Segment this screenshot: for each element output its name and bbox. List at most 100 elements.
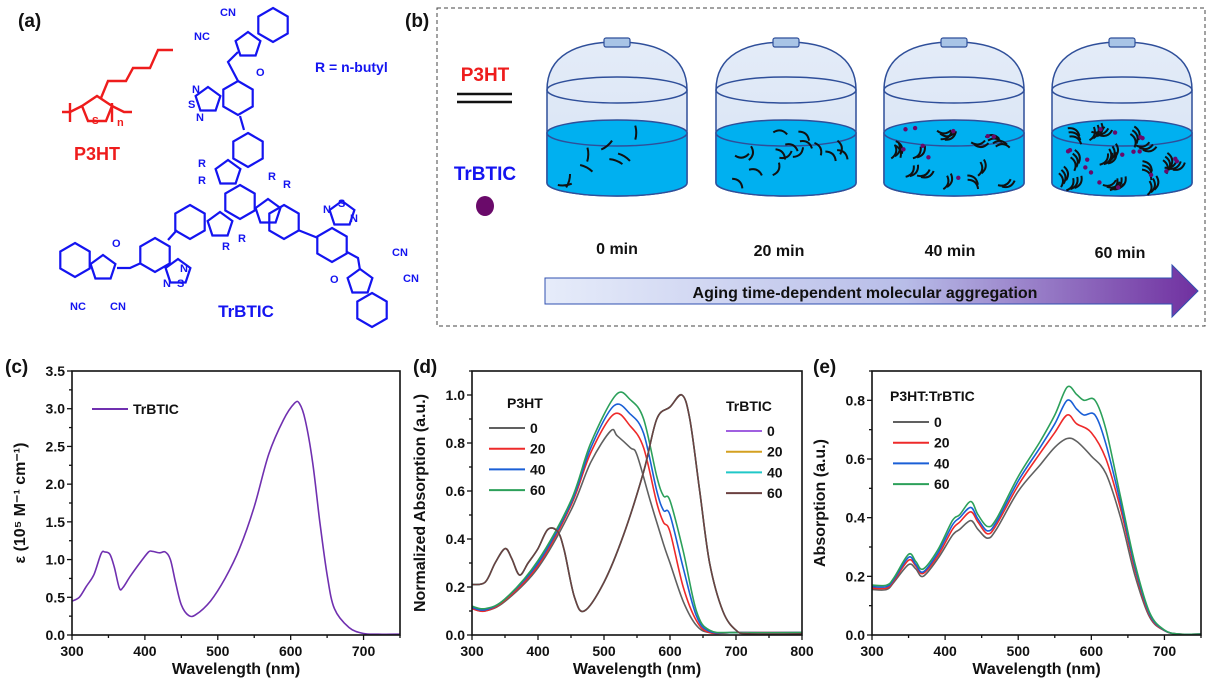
x-tick-label: 700 bbox=[352, 643, 376, 659]
svg-text:R: R bbox=[222, 241, 230, 253]
legend-title: P3HT:TrBTIC bbox=[890, 388, 975, 404]
x-axis-label: Wavelength (nm) bbox=[972, 661, 1100, 678]
legend-trbtic-40-label: 40 bbox=[767, 464, 783, 480]
x-tick-label: 700 bbox=[724, 643, 748, 659]
trbtic-molecule bbox=[903, 127, 908, 132]
p3ht-chain bbox=[987, 137, 1003, 143]
svg-text:CN: CN bbox=[110, 301, 126, 313]
p3ht-chain bbox=[798, 130, 811, 141]
legend-60-label: 60 bbox=[934, 476, 950, 492]
y-tick-label: 2.0 bbox=[46, 476, 66, 492]
trbtic-molecule bbox=[956, 175, 961, 181]
p3ht-chain bbox=[586, 147, 590, 162]
p3ht-chain bbox=[1067, 127, 1081, 137]
series-line-TrBTIC bbox=[71, 400, 401, 636]
vial-0 bbox=[546, 37, 688, 197]
p3ht-chain bbox=[1060, 169, 1067, 185]
trbtic-molecule bbox=[1120, 152, 1125, 157]
x-axis-label: Wavelength (nm) bbox=[573, 661, 701, 678]
x-tick-label: 400 bbox=[933, 643, 957, 659]
trbtic-molecule bbox=[1088, 170, 1094, 175]
y-tick-label: 0.4 bbox=[446, 531, 466, 547]
p3ht-chain bbox=[1065, 177, 1075, 192]
x-tick-label: 600 bbox=[279, 643, 303, 659]
p3ht-chain bbox=[1142, 160, 1153, 172]
series-line-40 bbox=[871, 399, 1202, 636]
p3ht-chain bbox=[1069, 135, 1083, 145]
p3ht-chain bbox=[565, 173, 572, 188]
plot-frame bbox=[871, 370, 1202, 636]
trbtic-molecule bbox=[1115, 185, 1121, 190]
p3ht-chain bbox=[942, 175, 950, 190]
trbtic-molecule bbox=[1085, 157, 1090, 162]
svg-text:R: R bbox=[283, 179, 291, 191]
trbtic-molecule bbox=[991, 134, 997, 139]
y-tick-label: 0.0 bbox=[46, 627, 66, 643]
time-label-60: 60 min bbox=[1095, 245, 1146, 262]
vial-1 bbox=[715, 37, 857, 197]
y-tick-label: 0.6 bbox=[446, 483, 466, 499]
y-tick-label: 2.5 bbox=[46, 438, 66, 454]
trbtic-molecule bbox=[1140, 135, 1145, 141]
p3ht-chain bbox=[1146, 180, 1153, 196]
legend-40-label: 40 bbox=[934, 455, 950, 471]
p3ht-chain bbox=[814, 141, 823, 156]
y-tick-label: 0.2 bbox=[846, 568, 866, 584]
legend-trbtic-label: TrBTIC bbox=[454, 164, 517, 185]
p3ht-chain bbox=[748, 168, 763, 176]
vial-cap bbox=[772, 37, 800, 48]
p3ht-chain bbox=[939, 132, 955, 138]
svg-text:S: S bbox=[188, 99, 195, 111]
svg-text:S: S bbox=[177, 278, 184, 290]
x-axis-label: Wavelength (nm) bbox=[172, 661, 300, 678]
p3ht-chain bbox=[1072, 152, 1079, 168]
aging-arrow-text: Aging time-dependent molecular aggregati… bbox=[693, 285, 1038, 302]
p3ht-chain bbox=[775, 148, 787, 160]
panel-b: (b) P3HT TrBTIC 0 min 20 min 40 min 60 m… bbox=[405, 7, 1206, 327]
svg-text:CN: CN bbox=[392, 247, 408, 259]
svg-text:O: O bbox=[256, 67, 265, 79]
series-line-p3ht-0 bbox=[471, 428, 802, 634]
p3ht-chain bbox=[1068, 131, 1082, 141]
panel-d-label: (d) bbox=[413, 357, 437, 378]
svg-text:CN: CN bbox=[220, 7, 236, 19]
panel-b-frame bbox=[436, 7, 1206, 327]
p3ht-chain bbox=[1099, 153, 1110, 166]
p3ht-chain bbox=[836, 139, 843, 155]
chart-c: 300 400 500 600 700 0.0 0.5 1.0 1.5 2.0 2.5 3.0 3.5 W… bbox=[12, 363, 401, 678]
p3ht-chain bbox=[1131, 129, 1139, 145]
p3ht-chain bbox=[779, 150, 793, 160]
x-tick-label: 700 bbox=[1153, 643, 1177, 659]
p3ht-chain bbox=[912, 146, 922, 160]
panel-b-label: (b) bbox=[405, 11, 429, 32]
solution bbox=[1051, 132, 1193, 197]
svg-text:CN: CN bbox=[403, 273, 419, 285]
p3ht-chain bbox=[909, 164, 920, 178]
p3ht-chain bbox=[579, 164, 594, 173]
svg-text:NC: NC bbox=[70, 301, 86, 313]
p3ht-chain bbox=[1141, 168, 1153, 181]
y-tick-label: 3.5 bbox=[46, 363, 66, 379]
trbtic-molecule bbox=[1097, 180, 1102, 185]
svg-text:N: N bbox=[192, 84, 200, 96]
p3ht-chain bbox=[997, 178, 1012, 187]
y-tick-label: 0.8 bbox=[846, 392, 866, 408]
trbtic-molecule bbox=[912, 125, 918, 131]
p3ht-chain-symbol bbox=[457, 92, 512, 104]
vial-rim bbox=[546, 76, 688, 104]
trbtic-molecule bbox=[951, 128, 956, 134]
vial-rim bbox=[1051, 76, 1193, 104]
trbtic-molecule bbox=[1164, 169, 1169, 174]
legend-p3ht-20-label: 20 bbox=[530, 441, 546, 457]
time-label-40: 40 min bbox=[925, 243, 976, 260]
aging-arrow bbox=[544, 263, 1199, 319]
p3ht-chain bbox=[1172, 162, 1186, 171]
p3ht-chain bbox=[1074, 175, 1083, 189]
legend-p3ht-40-label: 40 bbox=[530, 461, 546, 477]
trbtic-molecule bbox=[985, 133, 990, 139]
p3ht-chain bbox=[837, 149, 849, 160]
x-tick-label: 300 bbox=[860, 643, 884, 659]
p3ht-chain bbox=[1001, 180, 1016, 189]
trbtic-molecule bbox=[1148, 172, 1154, 178]
